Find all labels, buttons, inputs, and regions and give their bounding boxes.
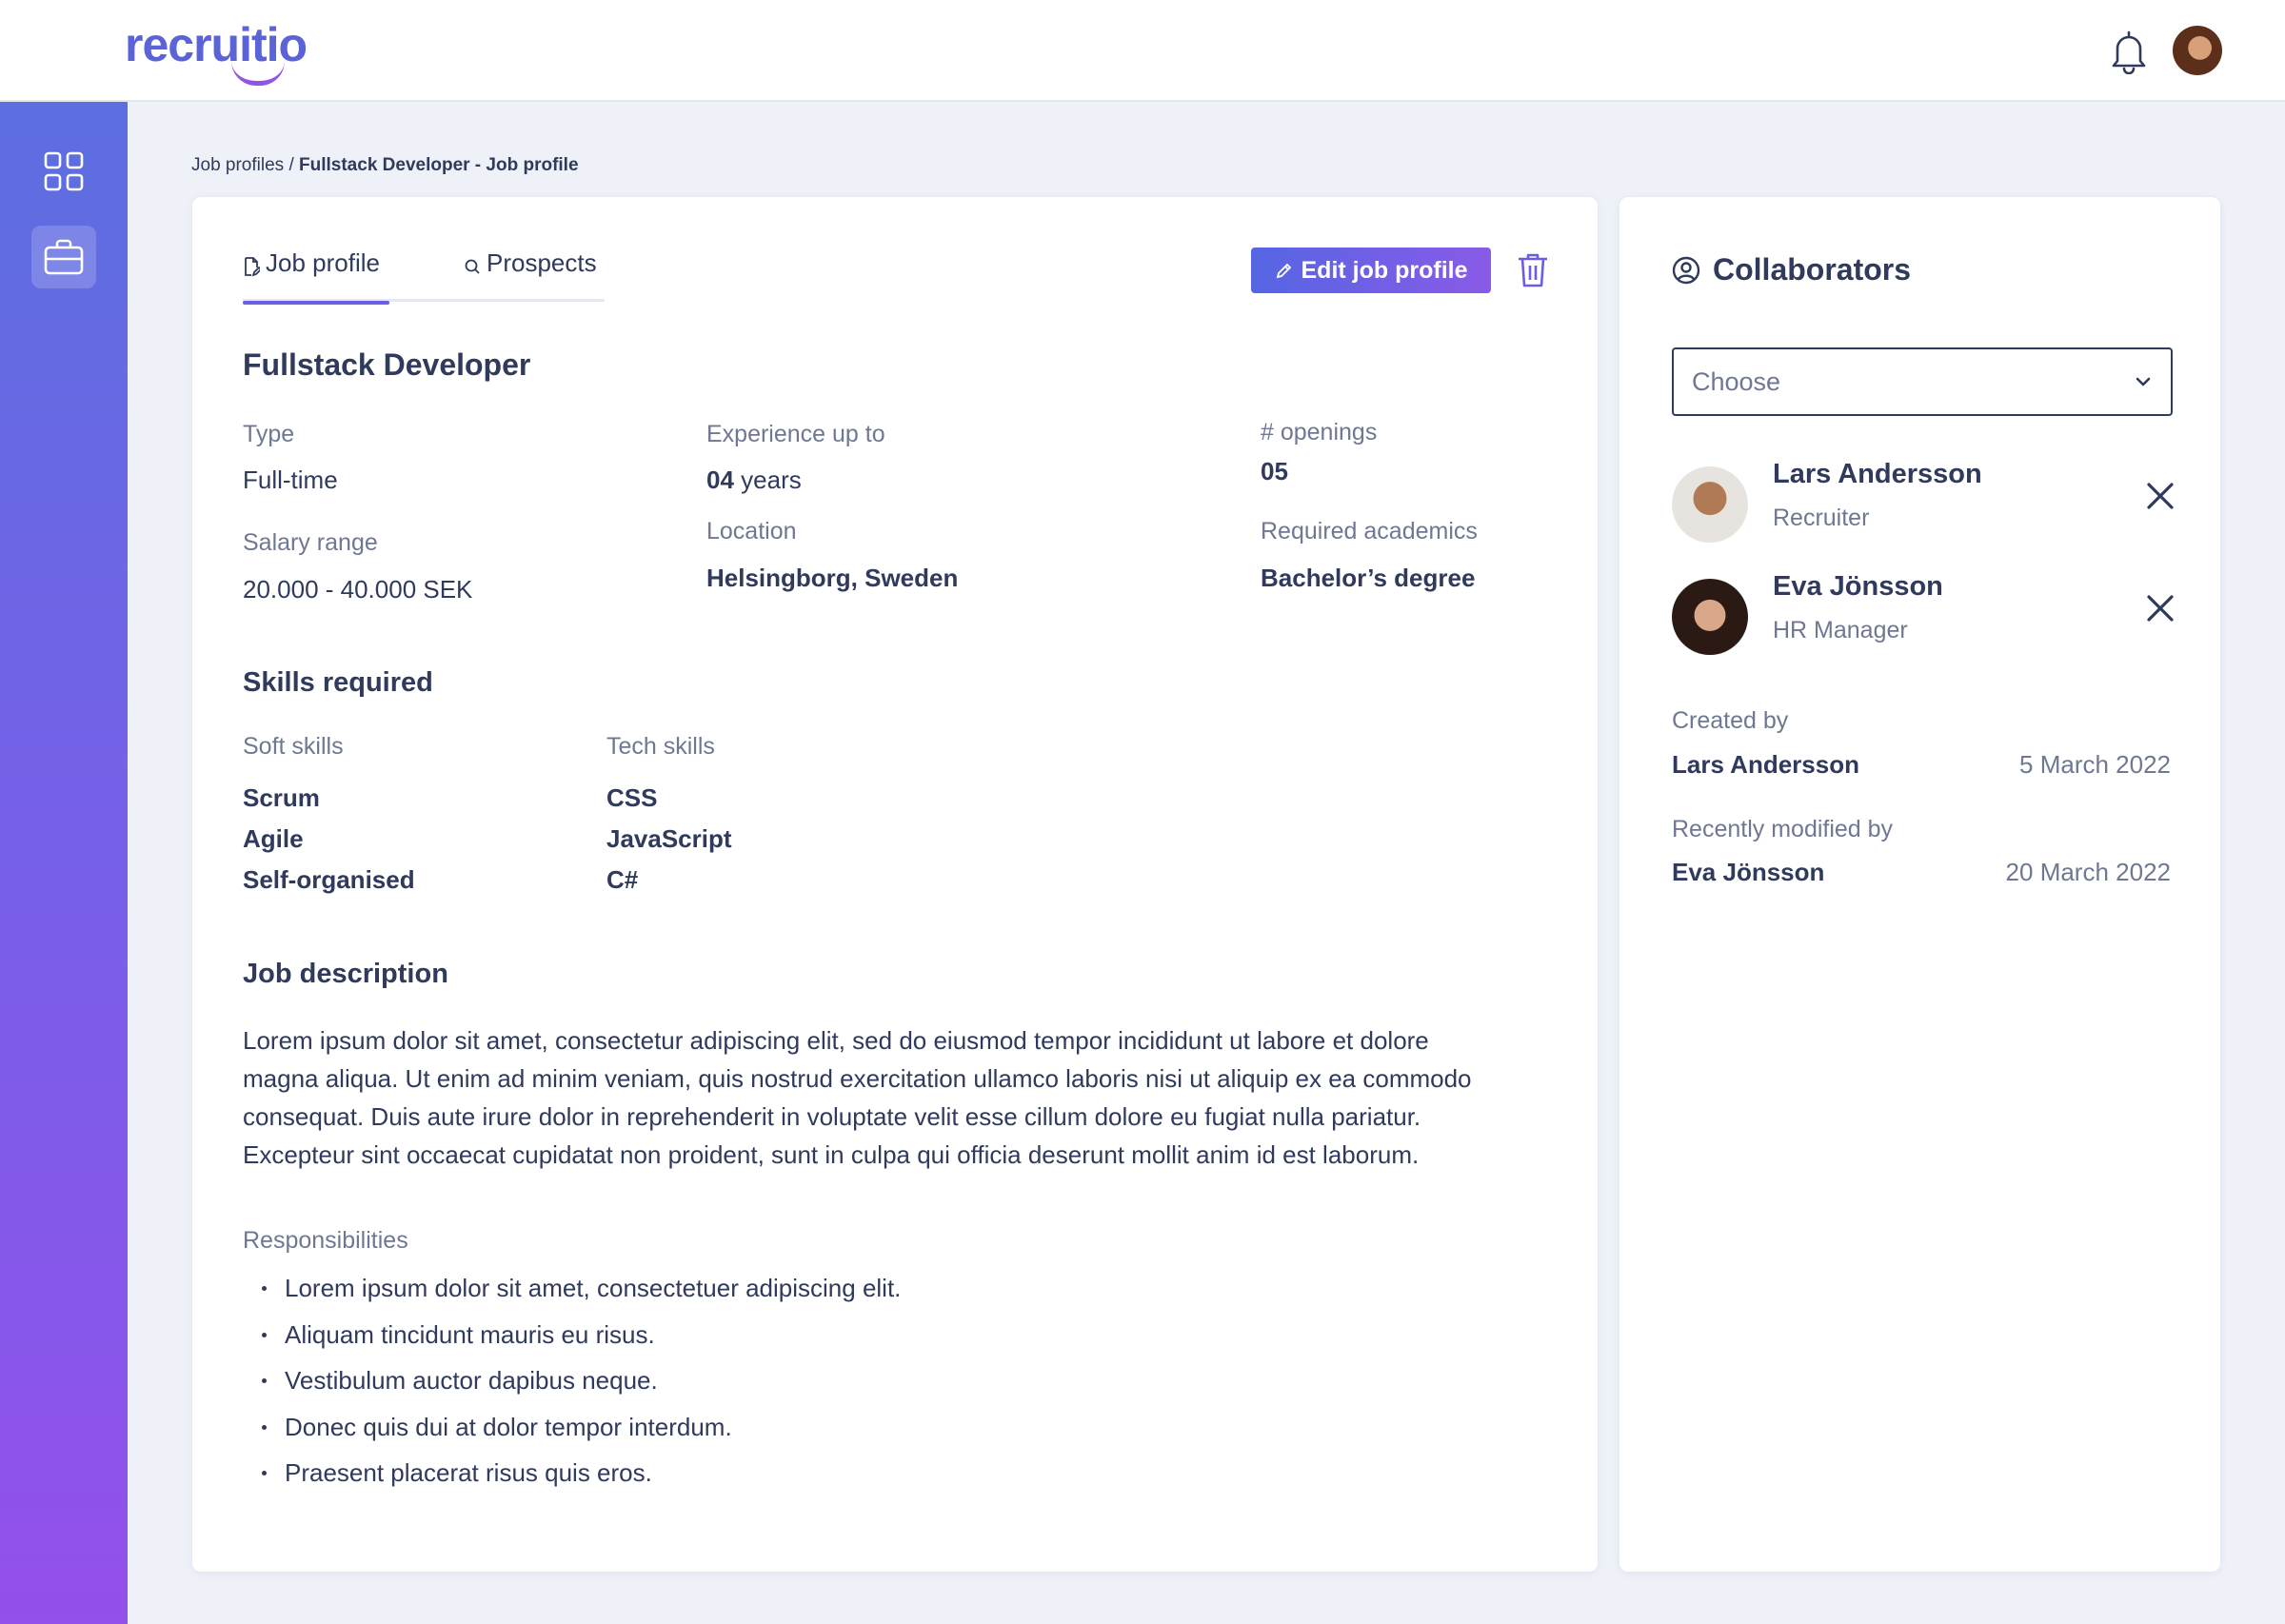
soft-skill: Self-organised [243,865,415,894]
location-label: Location [706,518,797,545]
list-item: Aliquam tincidunt mauris eu risus. [262,1312,901,1358]
logo-smile [231,61,285,86]
document-edit-icon [245,257,260,277]
soft-skill: Agile [243,824,304,853]
job-title: Fullstack Developer [243,347,531,382]
location-value: Helsingborg, Sweden [706,564,959,592]
tab-label: Prospects [487,248,597,277]
tech-skill: CSS [606,783,658,812]
select-value: Choose [1692,366,1781,396]
skills-title: Skills required [243,667,433,698]
top-bar: recruitio [0,0,2285,102]
modified-by-name: Eva Jönsson [1672,858,1825,886]
breadcrumb: Job profiles / Fullstack Developer - Job… [191,155,579,176]
close-icon[interactable] [2144,480,2176,512]
edit-button-label: Edit job profile [1301,256,1468,284]
type-label: Type [243,421,295,447]
collaborator-name: Eva Jönsson [1773,571,1943,602]
list-item: Donec quis dui at dolor tempor interdum. [262,1404,901,1451]
list-item: Lorem ipsum dolor sit amet, consectetuer… [262,1265,901,1312]
collaborators-card: Collaborators Choose Lars Andersson Recr… [1619,196,2221,1573]
briefcase-icon [44,239,84,275]
edit-job-profile-button[interactable]: Edit job profile [1251,248,1491,293]
type-value: Full-time [243,465,338,494]
search-icon [465,259,480,274]
tab-label: Job profile [266,248,380,277]
collaborator-row: Lars Andersson Recruiter [1672,459,2176,545]
sidebar [0,102,128,1624]
breadcrumb-current: Fullstack Developer - Job profile [299,155,579,175]
tech-skill: C# [606,865,639,894]
breadcrumb-separator: / [284,155,300,175]
academics-label: Required academics [1261,518,1478,545]
sidebar-item-dashboard[interactable] [31,140,96,203]
responsibilities-label: Responsibilities [243,1227,408,1254]
tab-job-profile[interactable]: Job profile [243,248,389,305]
openings-label: # openings [1261,419,1378,446]
collaborators-title: Collaborators [1671,252,1911,287]
avatar [1672,579,1748,655]
job-profile-card: Job profile Prospects Edit job profile F… [191,196,1599,1573]
modified-date: 20 March 2022 [2005,858,2171,886]
experience-label: Experience up to [706,421,885,447]
soft-skill: Scrum [243,783,320,812]
close-icon[interactable] [2144,592,2176,624]
logo[interactable]: recruitio [125,17,308,86]
openings-value: 05 [1261,457,1288,485]
description-title: Job description [243,959,448,989]
responsibilities-list: Lorem ipsum dolor sit amet, consectetuer… [262,1265,901,1496]
experience-number: 04 [706,465,734,494]
tab-bar: Job profile Prospects [243,248,605,305]
chevron-down-icon [2136,377,2151,386]
user-avatar[interactable] [2173,26,2222,75]
tab-prospects[interactable]: Prospects [464,248,597,302]
trash-icon[interactable] [1516,251,1550,289]
sidebar-item-jobs[interactable] [31,226,96,288]
list-item: Praesent placerat risus quis eros. [262,1450,901,1496]
salary-value: 20.000 - 40.000 SEK [243,575,473,604]
created-by-label: Created by [1672,707,1789,734]
modified-by-label: Recently modified by [1672,816,1894,842]
pencil-icon [1276,263,1291,279]
bell-icon[interactable] [2108,29,2150,74]
experience-value: 04 years [706,465,802,495]
user-circle-icon [1672,256,1700,284]
soft-skills-label: Soft skills [243,733,344,760]
collaborator-role: Recruiter [1773,505,1870,531]
description-text: Lorem ipsum dolor sit amet, consectetur … [243,1026,1472,1169]
collaborator-select[interactable]: Choose [1672,347,2173,416]
salary-label: Salary range [243,529,378,556]
experience-unit: years [741,465,802,494]
tech-skill: JavaScript [606,824,732,853]
collaborator-role: HR Manager [1773,617,1908,644]
list-item: Vestibulum auctor dapibus neque. [262,1357,901,1404]
academics-value: Bachelor’s degree [1261,564,1476,592]
tech-skills-label: Tech skills [606,733,715,760]
collaborator-name: Lars Andersson [1773,459,1982,489]
created-by-name: Lars Andersson [1672,750,1859,779]
breadcrumb-parent[interactable]: Job profiles [191,155,285,175]
collaborators-title-text: Collaborators [1713,252,1912,287]
collaborator-row: Eva Jönsson HR Manager [1672,571,2176,657]
created-date: 5 March 2022 [2019,750,2171,779]
grid-icon [44,151,84,191]
avatar [1672,466,1748,543]
